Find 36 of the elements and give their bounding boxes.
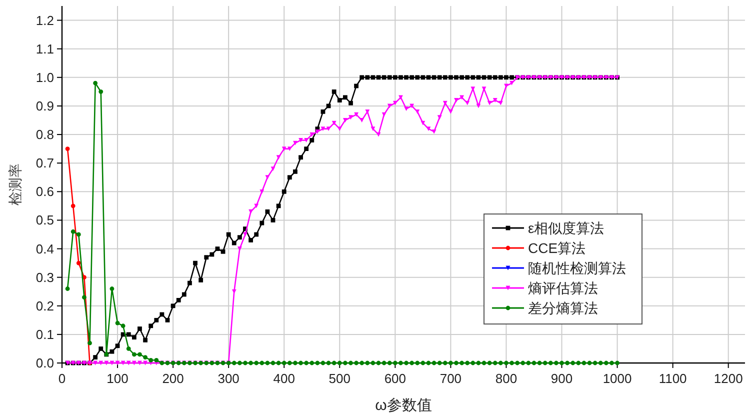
x-tick-label: 400 — [273, 371, 295, 386]
point — [76, 260, 81, 266]
y-tick-label: 0.8 — [36, 127, 54, 142]
x-tick-label: 700 — [440, 371, 462, 386]
legend-label: 随机性检测算法 — [528, 260, 626, 276]
legend-label: 差分熵算法 — [528, 300, 598, 316]
x-tick-label: 200 — [162, 371, 184, 386]
y-tick-label: 1.1 — [36, 41, 54, 56]
y-tick-label: 0.6 — [36, 184, 54, 200]
x-tick-label: 1200 — [714, 371, 743, 386]
x-tick-label: 900 — [550, 371, 573, 386]
x-tick-label: 500 — [328, 371, 350, 386]
x-tick-label: 300 — [218, 371, 240, 386]
legend-label: 熵评估算法 — [528, 280, 598, 296]
x-tick-label: 800 — [495, 371, 518, 386]
point — [65, 146, 70, 151]
y-tick-label: 0.4 — [36, 241, 54, 256]
y-tick-label: 0.0 — [36, 356, 54, 370]
y-tick-label: 0.2 — [36, 298, 54, 314]
y-tick-label: 1.2 — [36, 12, 54, 28]
x-tick-label: 600 — [384, 371, 406, 386]
point — [70, 204, 76, 208]
x-tick-label: 0 — [58, 371, 66, 386]
legend-label: ε相似度算法 — [528, 220, 604, 236]
x-tick-label: 1000 — [602, 371, 632, 386]
y-tick-label: 0.5 — [36, 212, 54, 228]
y-tick-label: 0.9 — [36, 98, 54, 114]
x-axis-title: ω参数值 — [375, 397, 432, 414]
legend-label: CCE算法 — [528, 240, 586, 256]
y-tick-label: 0.1 — [36, 326, 54, 342]
x-tick-label: 1100 — [658, 371, 687, 386]
y-axis-title: 检测率 — [7, 164, 23, 206]
y-tick-label: 1.0 — [36, 70, 54, 85]
x-tick-label: 100 — [106, 371, 128, 386]
y-tick-label: 0.7 — [36, 156, 54, 171]
y-tick-label: 0.3 — [36, 270, 54, 285]
